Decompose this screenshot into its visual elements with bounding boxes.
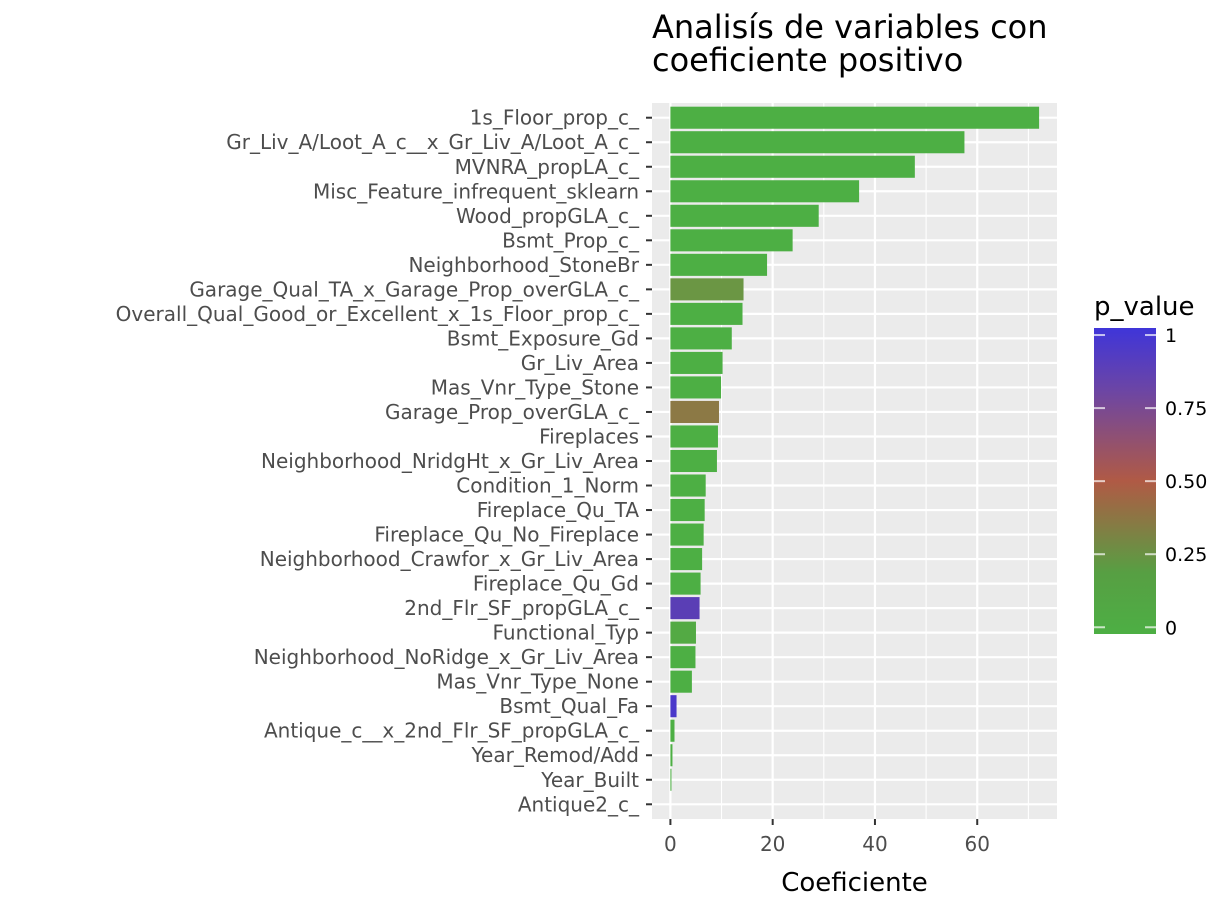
y-tick-label: Fireplaces [539,424,639,448]
legend-tick-label: 0.50 [1165,471,1207,493]
y-tick-label: Bsmt_Prop_c_ [502,228,640,252]
x-tick-label: 60 [965,832,990,856]
y-tick-label: Fireplace_Qu_No_Fireplace [374,523,639,547]
y-tick-label: Gr_Liv_Area [521,351,639,375]
y-tick-label: Gr_Liv_A/Loot_A_c__x_Gr_Liv_A/Loot_A_c_ [226,130,640,154]
bar [670,302,743,325]
x-axis-title: Coeficiente [781,868,928,898]
bar [670,449,717,473]
y-tick-label: Year_Remod/Add [470,743,639,767]
y-tick-label: Condition_1_Norm [456,474,639,498]
bar [670,351,723,374]
y-tick-label: Wood_propGLA_c_ [456,204,640,228]
legend: p_value 0 0.25 0.50 0.75 1 [1094,292,1207,639]
bar [670,523,704,546]
y-tick-label: Functional_Typ [492,621,639,645]
bar [670,499,705,522]
y-tick-label: Mas_Vnr_Type_Stone [431,375,639,399]
bar [670,597,700,620]
grid [652,103,1057,819]
y-tick-label: Bsmt_Exposure_Gd [447,326,639,350]
bar [670,768,672,791]
bar [670,548,703,571]
bar [670,670,692,693]
y-tick-label: Bsmt_Qual_Fa [499,694,639,718]
bar [670,155,915,178]
y-tick-label: Neighborhood_NoRidge_x_Gr_Liv_Area [254,645,639,669]
bar [670,695,677,718]
bar [670,131,965,154]
legend-tick-label: 0.75 [1165,398,1207,420]
bar [670,204,819,227]
y-tick-label: Fireplace_Qu_TA [477,498,640,522]
y-axis-labels: 1s_Floor_prop_c_Gr_Liv_A/Loot_A_c__x_Gr_… [116,106,652,816]
legend-tick-label: 0.25 [1165,544,1207,566]
y-tick-label: 2nd_Flr_SF_propGLA_c_ [404,596,640,620]
x-tick-label: 0 [664,832,677,856]
bar [670,646,696,669]
y-tick-label: Fireplace_Qu_Gd [473,572,639,596]
bar [670,474,706,497]
bar [670,719,675,742]
bar [670,106,1040,129]
y-tick-label: MVNRA_propLA_c_ [455,155,640,179]
y-tick-label: Neighborhood_StoneBr [408,253,639,277]
y-tick-label: Antique_c__x_2nd_Flr_SF_propGLA_c_ [264,719,640,743]
bar [670,425,718,448]
chart-title-line-2: coeficiente positivo [652,41,963,79]
bar [670,744,673,767]
y-tick-label: Overall_Qual_Good_or_Excellent_x_1s_Floo… [116,302,640,326]
bars [670,106,1040,791]
bar [670,278,744,301]
bar [670,229,793,252]
y-tick-label: Year_Built [540,768,639,792]
y-tick-label: Misc_Feature_infrequent_sklearn [313,179,639,203]
x-tick-label: 20 [760,832,785,856]
y-tick-label: Antique2_c_ [518,792,640,816]
bar [670,327,732,350]
bar [670,572,701,595]
bar [670,400,719,423]
y-tick-label: Garage_Qual_TA_x_Garage_Prop_overGLA_c_ [189,277,640,301]
x-axis: 0 20 40 60 [664,819,990,856]
chart-title-line-1: Analisís de variables con [652,8,1048,46]
bar [670,180,860,203]
y-tick-label: Neighborhood_NridgHt_x_Gr_Liv_Area [261,449,639,473]
bar [670,621,696,644]
legend-tick-label: 1 [1165,325,1177,347]
legend-ticks: 0 0.25 0.50 0.75 1 [1094,325,1207,639]
y-tick-label: Mas_Vnr_Type_None [436,670,639,694]
bar [670,376,722,399]
y-tick-label: Garage_Prop_overGLA_c_ [385,400,640,424]
bar [670,253,768,276]
y-tick-label: Neighborhood_Crawfor_x_Gr_Liv_Area [260,547,639,571]
x-tick-label: 40 [862,832,887,856]
legend-title: p_value [1094,292,1195,322]
legend-tick-label: 0 [1165,617,1177,639]
y-tick-label: 1s_Floor_prop_c_ [470,106,640,130]
